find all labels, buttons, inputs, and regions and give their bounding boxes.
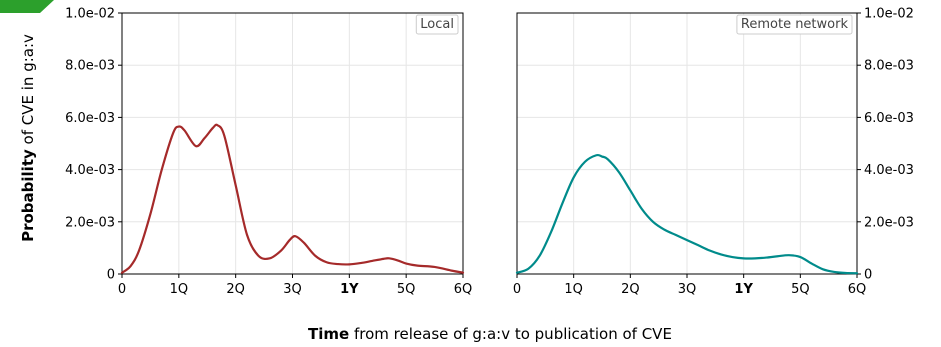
y-tick-label: 0 — [864, 268, 872, 283]
y-tick-label: 0 — [107, 268, 115, 283]
y-axis-title: Probability of CVE in g:a:v — [19, 34, 37, 242]
x-tick-label: 5Q — [397, 282, 416, 297]
chart-panel-2: 0 1Q 2Q 3Q 1Y 5Q 6Q02.0e-034.0e-036.0e-038.0e-… — [513, 7, 914, 298]
legend: Remote network — [736, 14, 853, 35]
x-axis-title-bold: Time — [308, 325, 349, 343]
legend-label: Remote network — [741, 17, 849, 32]
x-tick-label: 1Q — [170, 282, 189, 297]
legend-box — [415, 14, 459, 35]
x-axis-title: Time from release of g:a:v to publicatio… — [308, 325, 672, 343]
y-axis-title-bold: Probability — [19, 149, 37, 242]
y-tick-label: 1.0e-02 — [65, 7, 115, 22]
y-tick-label: 4.0e-03 — [864, 163, 914, 178]
y-tick-label: 2.0e-03 — [864, 215, 914, 230]
x-tick-label: 2Q — [621, 282, 640, 297]
y-tick-label: 8.0e-03 — [864, 59, 914, 74]
x-tick-label: 2Q — [226, 282, 245, 297]
x-axis-title-rest: from release of g:a:v to publication of … — [349, 325, 672, 343]
x-tick-label: 3Q — [678, 282, 697, 297]
y-tick-label: 6.0e-03 — [864, 111, 914, 126]
x-tick-label: 6Q — [848, 282, 867, 297]
y-tick-label: 2.0e-03 — [65, 215, 115, 230]
y-tick-label: 1.0e-02 — [864, 7, 914, 22]
x-tick-label: 5Q — [791, 282, 810, 297]
legend-box — [736, 14, 853, 35]
y-tick-label: 6.0e-03 — [65, 111, 115, 126]
series-line — [515, 153, 859, 275]
x-tick-label: 0 — [513, 282, 521, 297]
chart-panel-1: 0 1Q 2Q 3Q 1Y 5Q 6Q 0 2.0e-03 4.0e-03 6.0e-03 8.0e-… — [65, 7, 472, 298]
x-tick-label: 6Q — [454, 282, 473, 297]
x-tick-label: 0 — [118, 282, 126, 297]
x-tick-label: 1Y — [734, 282, 753, 297]
x-tick-label: 3Q — [283, 282, 302, 297]
legend-label: Local — [420, 17, 454, 32]
y-axis-title-rest: of CVE in g:a:v — [19, 34, 37, 149]
y-tick-label: 8.0e-03 — [65, 59, 115, 74]
x-tick-label: 1Y — [340, 282, 359, 297]
legend: Local — [415, 14, 459, 35]
series-line — [120, 123, 465, 274]
corner-badge — [0, 0, 54, 13]
y-tick-label: 4.0e-03 — [65, 163, 115, 178]
x-tick-label: 1Q — [564, 282, 583, 297]
